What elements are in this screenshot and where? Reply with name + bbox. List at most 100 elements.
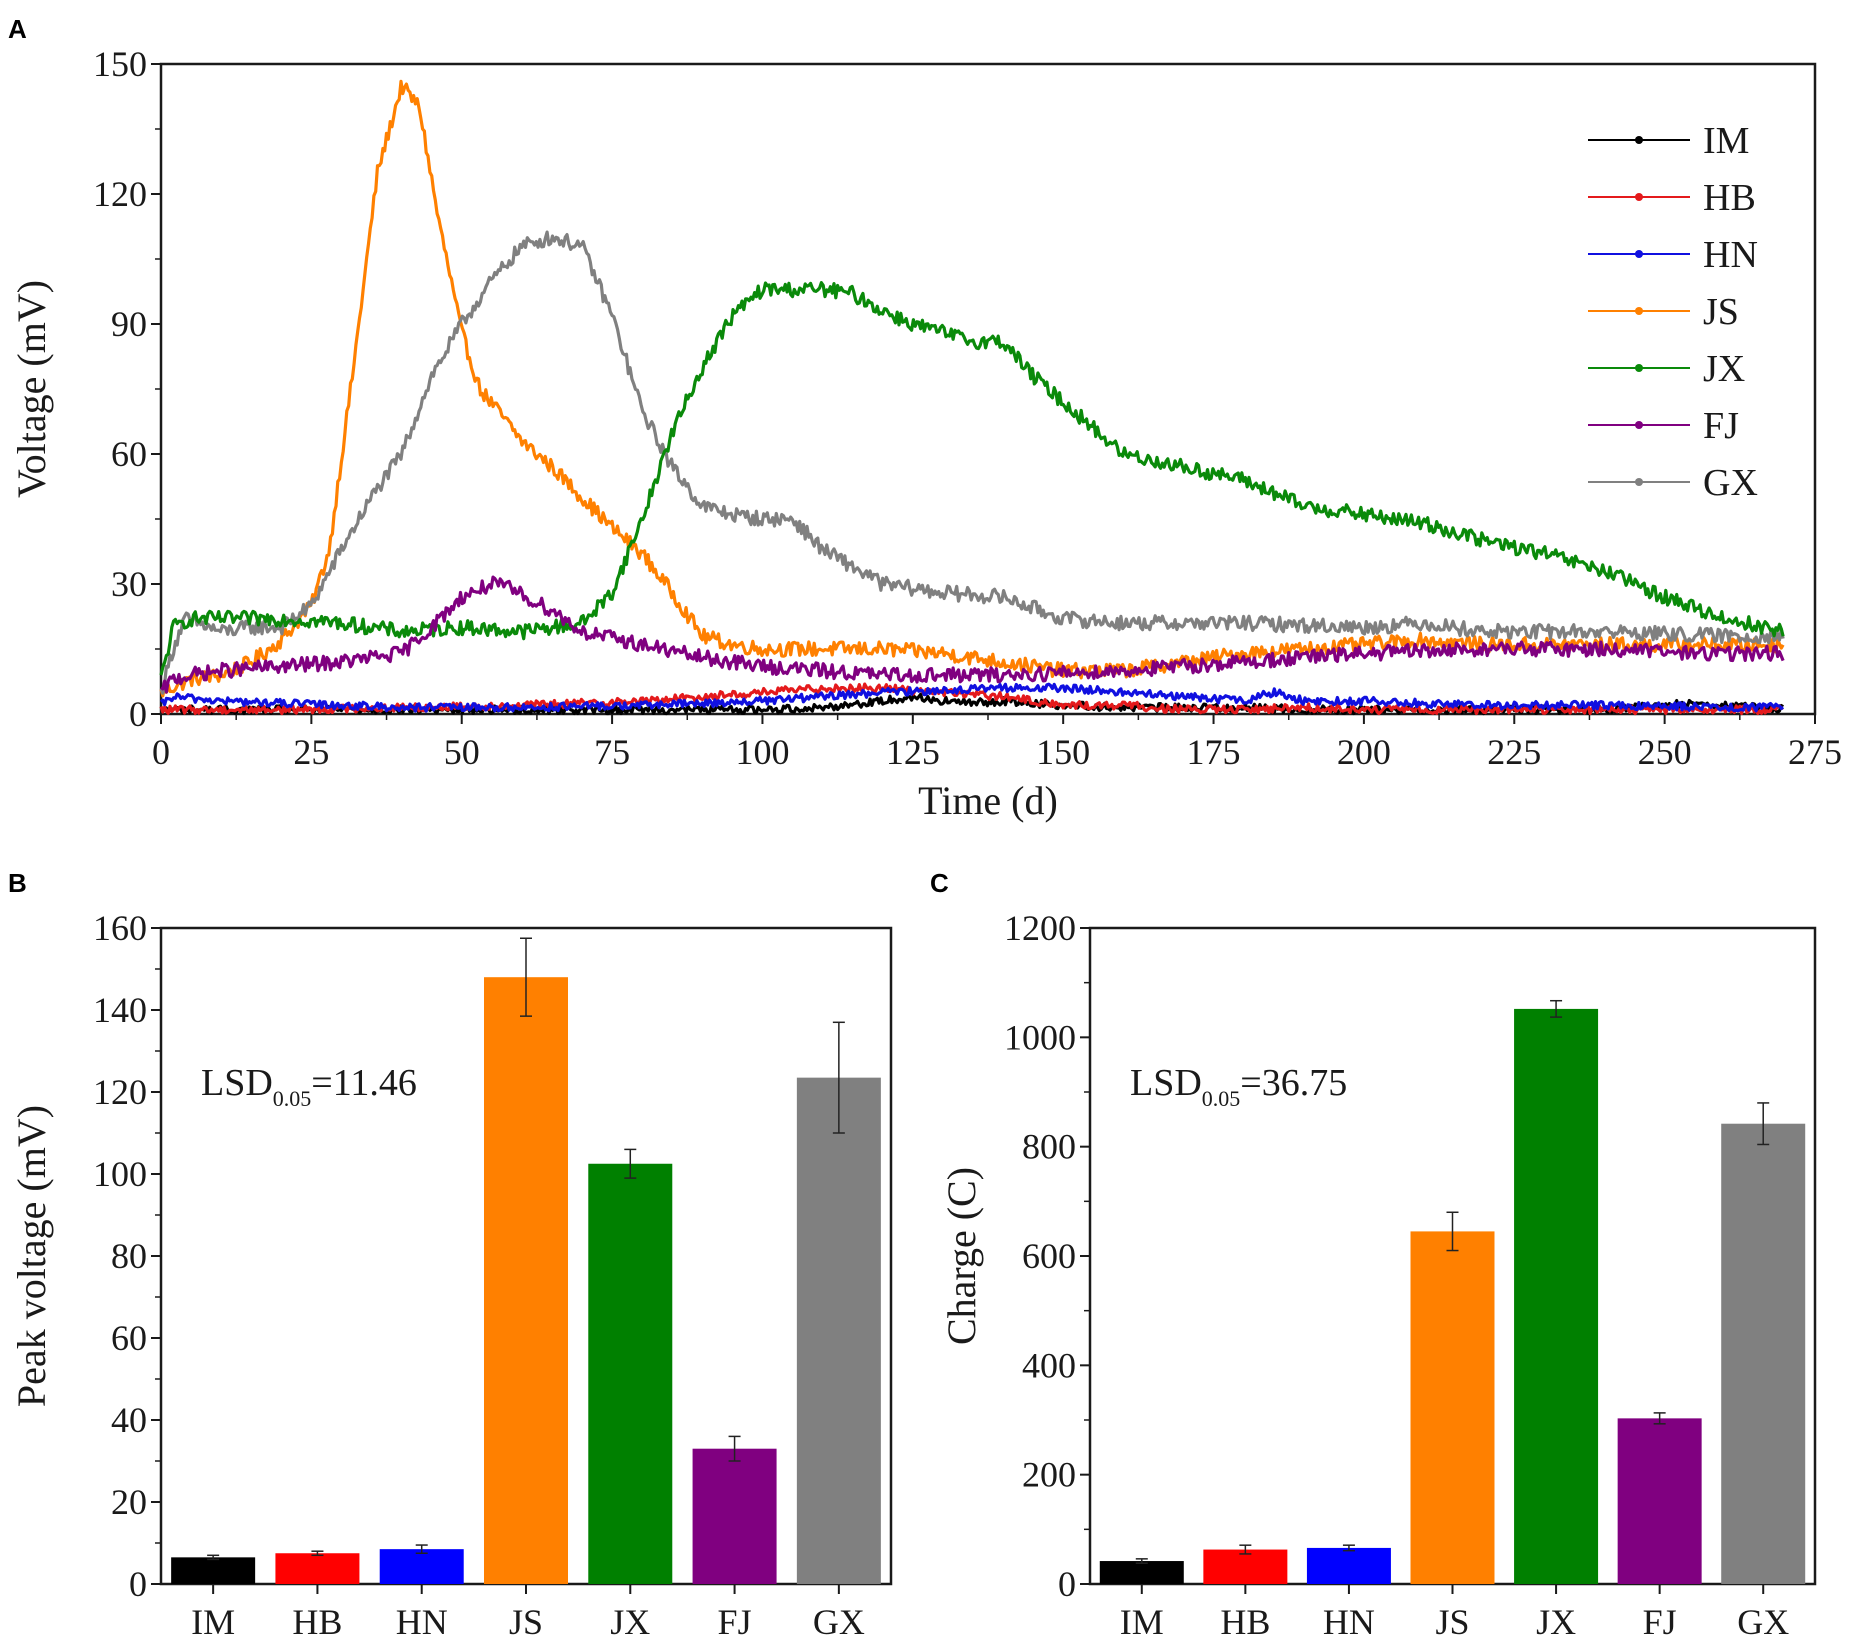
- x-tick-label: JS: [1435, 1602, 1469, 1642]
- y-tick-label: 60: [111, 434, 147, 474]
- x-tick-label: FJ: [1643, 1602, 1677, 1642]
- error-bar-hn: [415, 1544, 428, 1554]
- panel-a-label: A: [8, 14, 27, 44]
- series-line-hn: [159, 682, 1785, 713]
- series-line-gx: [159, 230, 1785, 695]
- legend-marker: [1635, 250, 1643, 258]
- panel-b: B 0 20 40 60 80 100 120 140 160 IM HB HN JS JX FJ GX Peak…: [8, 868, 893, 1642]
- x-tick-label: 250: [1638, 732, 1692, 772]
- error-bar-jx: [624, 1148, 637, 1179]
- legend-item-fj: FJ: [1588, 405, 1739, 447]
- x-tick-label: 100: [735, 732, 789, 772]
- x-tick-label: JX: [1536, 1602, 1576, 1642]
- legend-marker: [1635, 193, 1643, 201]
- lsd-annotation: LSD0.05=11.46: [201, 1062, 417, 1111]
- legend-label: FJ: [1703, 405, 1739, 447]
- lsd-main: LSD: [1130, 1062, 1202, 1104]
- x-tick-label: HB: [292, 1602, 342, 1642]
- bar-gx: [796, 1077, 881, 1584]
- lsd-value: =36.75: [1240, 1062, 1347, 1104]
- error-bar-js: [1446, 1211, 1459, 1252]
- error-bar-fj: [728, 1435, 741, 1462]
- y-tick-label: 600: [1022, 1236, 1076, 1276]
- x-tick-label: 25: [293, 732, 329, 772]
- y-tick-label: 120: [93, 174, 147, 214]
- y-tick-label: 1200: [1004, 908, 1076, 948]
- y-tick-label: 0: [129, 694, 147, 734]
- error-bar-hb: [311, 1550, 324, 1557]
- legend-item-js: JS: [1588, 291, 1739, 333]
- legend-item-gx: GX: [1588, 462, 1758, 504]
- y-tick-label: 90: [111, 304, 147, 344]
- panel-b-label: B: [8, 868, 27, 898]
- bar-js: [484, 977, 568, 1584]
- legend-marker: [1635, 136, 1643, 144]
- bar-gx: [1721, 1123, 1806, 1584]
- y-tick-label: 80: [111, 1236, 147, 1276]
- x-tick-label: 225: [1487, 732, 1541, 772]
- x-tick-label: 125: [886, 732, 940, 772]
- bar-im: [171, 1557, 256, 1584]
- series-line-jx: [159, 281, 1785, 676]
- y-tick-label: 100: [93, 1154, 147, 1194]
- x-tick-label: GX: [813, 1602, 865, 1642]
- y-tick-label: 1000: [1004, 1017, 1076, 1057]
- y-tick-label: 140: [93, 990, 147, 1030]
- legend-label: HB: [1703, 177, 1756, 219]
- bar-hn: [1306, 1547, 1391, 1584]
- lsd-main: LSD: [201, 1062, 273, 1104]
- bar-im: [1099, 1561, 1184, 1584]
- legend-label: HN: [1703, 234, 1758, 276]
- bar-hn: [379, 1549, 464, 1584]
- x-tick-label: 50: [444, 732, 480, 772]
- x-tick-label: HN: [396, 1602, 448, 1642]
- bar-jx: [588, 1163, 673, 1584]
- x-tick-label: IM: [191, 1602, 235, 1642]
- legend-marker: [1635, 307, 1643, 315]
- legend-label: JX: [1703, 348, 1745, 390]
- x-tick-label: 0: [152, 732, 170, 772]
- legend-item-jx: JX: [1588, 348, 1745, 390]
- error-bar-gx: [1757, 1102, 1770, 1146]
- error-bar-js: [520, 937, 532, 1017]
- y-tick-label: 0: [1058, 1564, 1076, 1604]
- bar-js: [1410, 1231, 1495, 1584]
- panel-c: C 0 200 400 600 800 1000 1200 IM HB HN JS JX FJ GX Char…: [930, 868, 1817, 1642]
- y-tick-label: 150: [93, 44, 147, 84]
- y-tick-label: 120: [93, 1072, 147, 1112]
- legend-label: GX: [1703, 462, 1758, 504]
- x-tick-label: 150: [1036, 732, 1090, 772]
- y-tick-label: 60: [111, 1318, 147, 1358]
- y-axis-title: Peak voltage (mV): [9, 1105, 54, 1407]
- y-tick-label: 400: [1022, 1345, 1076, 1385]
- error-bar-im: [207, 1554, 220, 1561]
- legend-marker: [1635, 364, 1643, 372]
- x-tick-label: 75: [594, 732, 630, 772]
- x-tick-label: JS: [509, 1602, 543, 1642]
- bar-hb: [275, 1553, 360, 1584]
- legend-label: JS: [1703, 291, 1739, 333]
- lsd-subscript: 0.05: [273, 1086, 312, 1111]
- bar-fj: [1617, 1418, 1702, 1584]
- error-bar-jx: [1550, 999, 1563, 1018]
- bar-jx: [1514, 1008, 1599, 1584]
- x-axis-title: Time (d): [918, 778, 1058, 823]
- x-tick-label: HN: [1323, 1602, 1375, 1642]
- lsd-value: =11.46: [311, 1062, 417, 1104]
- error-bar-hn: [1342, 1544, 1355, 1552]
- plot-frame: [159, 62, 1817, 716]
- error-bar-im: [1135, 1558, 1148, 1564]
- y-axis-title: Charge (C): [939, 1167, 984, 1345]
- error-bar-gx: [832, 1021, 845, 1134]
- bar-hb: [1203, 1549, 1288, 1584]
- error-bar-hb: [1239, 1544, 1252, 1555]
- x-tick-label: 275: [1788, 732, 1842, 772]
- legend-label: IM: [1703, 120, 1749, 162]
- lsd-subscript: 0.05: [1202, 1086, 1241, 1111]
- y-axis-title: Voltage (mV): [9, 280, 54, 498]
- x-tick-label: 200: [1337, 732, 1391, 772]
- series-line-js: [159, 79, 1785, 698]
- x-tick-label: GX: [1737, 1602, 1789, 1642]
- y-tick-label: 800: [1022, 1127, 1076, 1167]
